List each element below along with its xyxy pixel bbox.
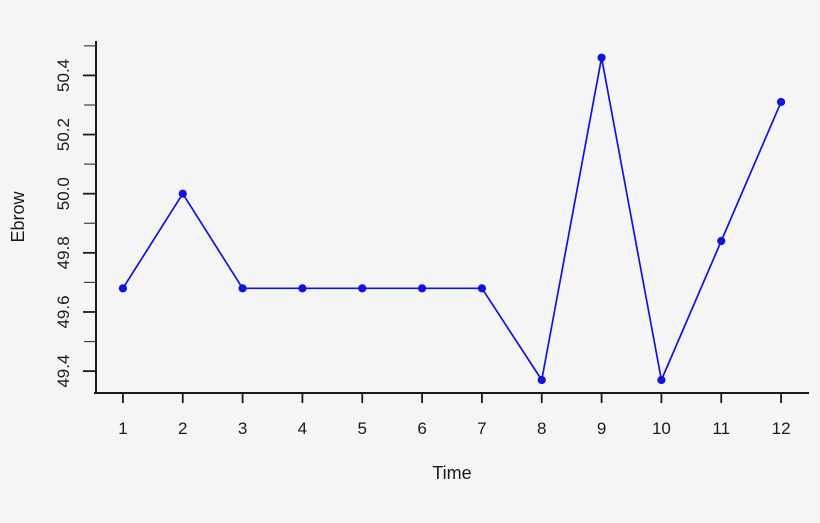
x-tick-label: 12 bbox=[772, 419, 791, 438]
data-point bbox=[717, 236, 726, 246]
y-tick-label: 49.4 bbox=[54, 355, 73, 388]
data-point bbox=[238, 284, 247, 293]
x-tick-label: 2 bbox=[178, 419, 187, 438]
data-point bbox=[776, 97, 786, 107]
y-tick-label: 50.4 bbox=[54, 59, 73, 92]
x-tick-label: 10 bbox=[652, 419, 671, 438]
series-layer bbox=[118, 53, 786, 385]
y-tick-label: 50.0 bbox=[54, 177, 73, 210]
y-axis-title: Ebrow bbox=[8, 190, 28, 242]
x-tick-label: 9 bbox=[597, 419, 606, 438]
x-tick-label: 5 bbox=[358, 419, 367, 438]
data-point bbox=[657, 375, 666, 385]
x-tick-label: 6 bbox=[417, 419, 426, 438]
data-point bbox=[118, 284, 128, 293]
data-point bbox=[477, 284, 487, 293]
data-point bbox=[298, 284, 307, 293]
x-tick-label: 3 bbox=[238, 419, 247, 438]
x-tick-label: 8 bbox=[537, 419, 546, 438]
data-point bbox=[178, 189, 187, 198]
y-tick-label: 49.8 bbox=[54, 236, 73, 269]
data-point bbox=[537, 375, 546, 385]
y-tick-label: 50.2 bbox=[54, 118, 73, 151]
x-tick-label: 4 bbox=[298, 419, 307, 438]
series-line bbox=[122, 56, 782, 381]
x-axis-title: Time bbox=[432, 463, 471, 483]
x-tick-label: 11 bbox=[712, 419, 730, 438]
x-tick-label: 7 bbox=[477, 419, 486, 438]
data-point bbox=[417, 284, 427, 293]
x-tick-label: 1 bbox=[118, 419, 127, 438]
data-point bbox=[358, 284, 367, 293]
data-point bbox=[597, 53, 606, 62]
y-tick-label: 49.6 bbox=[54, 295, 73, 328]
